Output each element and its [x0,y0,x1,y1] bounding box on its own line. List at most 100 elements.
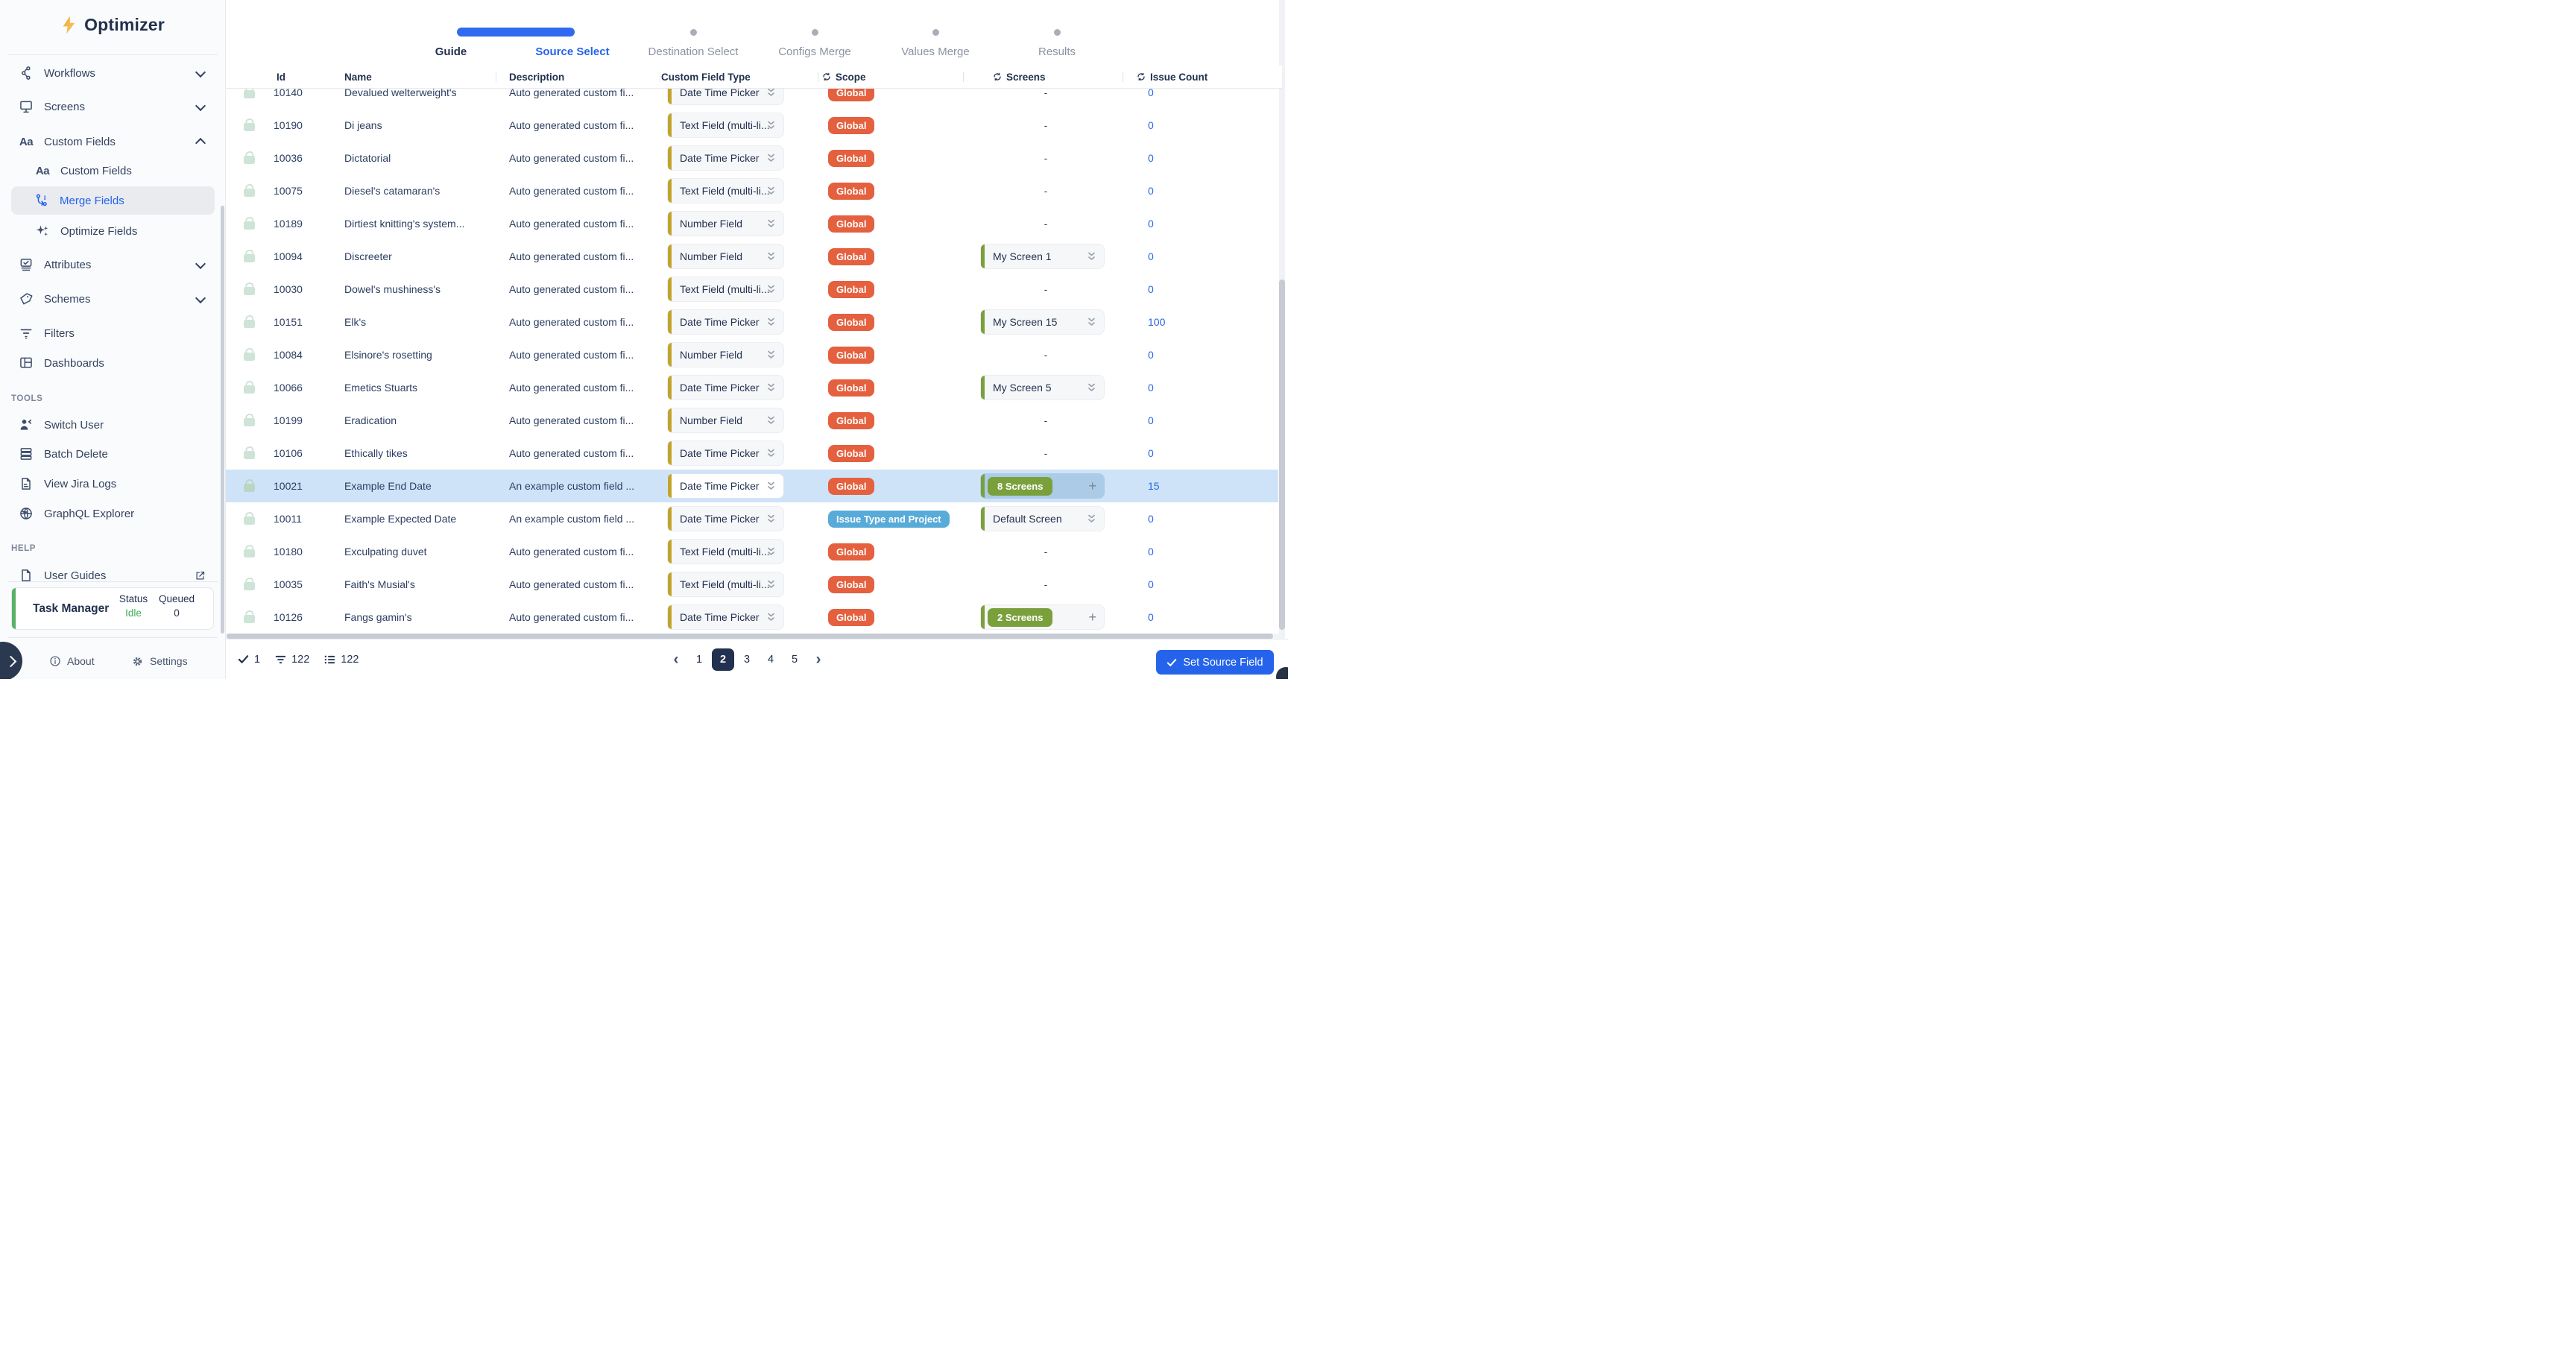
issue-count-link[interactable]: 15 [1148,480,1160,492]
custom-field-type-select[interactable]: Date Time Picker [667,145,784,171]
table-row[interactable]: 10075 Diesel's catamaran's Auto generate… [226,174,1278,207]
custom-field-type-select[interactable]: Date Time Picker [667,604,784,630]
step-values-merge[interactable]: Values Merge [901,45,970,58]
custom-field-type-select[interactable]: Number Field [667,211,784,236]
issue-count-link[interactable]: 0 [1148,88,1154,98]
custom-field-type-select[interactable]: Text Field (multi-li... [667,178,784,203]
pagination-page-3[interactable]: 3 [743,653,751,666]
issue-count-link[interactable]: 0 [1148,185,1154,197]
sidebar-item-custom-fields[interactable]: Aa Custom Fields [0,128,225,155]
step-guide[interactable]: Guide [435,45,467,58]
screens-pill-box[interactable]: 8 Screens + [980,473,1105,499]
add-screen-button[interactable]: + [1088,609,1096,625]
unlock-icon[interactable] [244,90,255,98]
unlock-icon[interactable] [244,549,255,558]
screens-select[interactable]: Default Screen [980,506,1105,531]
sidebar-item-dashboards[interactable]: Dashboards [0,350,225,376]
issue-count-link[interactable]: 0 [1148,546,1154,558]
table-row[interactable]: 10011 Example Expected Date An example c… [226,502,1278,535]
issue-count-link[interactable]: 0 [1148,382,1154,394]
unlock-icon[interactable] [244,451,255,459]
unlock-icon[interactable] [244,320,255,328]
issue-count-link[interactable]: 0 [1148,218,1154,230]
unlock-icon[interactable] [244,582,255,590]
custom-field-type-select[interactable]: Date Time Picker [667,309,784,335]
pagination-page-2-active[interactable]: 2 [712,648,734,671]
pagination-page-5[interactable]: 5 [791,653,798,666]
step-configs-merge[interactable]: Configs Merge [778,45,851,58]
screens-count-pill[interactable]: 2 Screens [988,608,1053,627]
step-destination-select[interactable]: Destination Select [648,45,739,58]
custom-field-type-select[interactable]: Date Time Picker [667,88,784,105]
table-row[interactable]: 10030 Dowel's mushiness's Auto generated… [226,273,1278,306]
issue-count-link[interactable]: 0 [1148,349,1154,361]
issue-count-link[interactable]: 0 [1148,152,1154,164]
table-row[interactable]: 10189 Dirtiest knitting's system... Auto… [226,207,1278,240]
sidebar-item-workflows[interactable]: Workflows [0,60,225,86]
step-results[interactable]: Results [1038,45,1076,58]
sidebar-item-switch-user[interactable]: Switch User [0,411,225,438]
custom-field-type-select[interactable]: Date Time Picker [667,506,784,531]
unlock-icon[interactable] [244,189,255,197]
column-header-custom-field-type[interactable]: Custom Field Type [661,71,751,83]
unlock-icon[interactable] [244,254,255,262]
table-row[interactable]: 10151 Elk's Auto generated custom fi... … [226,306,1278,338]
sidebar-scrollbar[interactable] [221,206,224,634]
table-row[interactable]: 10126 Fangs gamin's Auto generated custo… [226,601,1278,634]
screens-pill-box[interactable]: 2 Screens + [980,604,1105,630]
pagination-page-1[interactable]: 1 [695,653,703,666]
horizontal-scrollbar-thumb[interactable] [227,634,1273,639]
unlock-icon[interactable] [244,221,255,230]
issue-count-link[interactable]: 0 [1148,447,1154,459]
set-source-field-button[interactable]: Set Source Field [1156,650,1274,675]
table-row[interactable]: 10036 Dictatorial Auto generated custom … [226,142,1278,174]
sidebar-item-schemes[interactable]: Schemes [0,285,225,312]
sidebar-item-filters[interactable]: Filters [0,320,225,347]
custom-field-type-select[interactable]: Number Field [667,342,784,367]
custom-field-type-select[interactable]: Number Field [667,244,784,269]
vertical-scrollbar-thumb[interactable] [1279,280,1285,630]
screens-select[interactable]: My Screen 1 [980,244,1105,269]
unlock-icon[interactable] [244,123,255,131]
sidebar-item-user-guides[interactable]: User Guides [0,562,225,581]
settings-button[interactable]: Settings [131,651,188,671]
pagination-prev-button[interactable]: ‹ [673,650,679,668]
unlock-icon[interactable] [244,353,255,361]
custom-field-type-select[interactable]: Text Field (multi-li... [667,277,784,302]
column-header-id[interactable]: Id [277,71,285,83]
table-row[interactable]: 10180 Exculpating duvet Auto generated c… [226,535,1278,568]
unlock-icon[interactable] [244,484,255,492]
issue-count-link[interactable]: 0 [1148,283,1154,295]
table-row[interactable]: 10021 Example End Date An example custom… [226,470,1278,502]
issue-count-link[interactable]: 0 [1148,414,1154,426]
sidebar-item-optimize-fields[interactable]: Optimize Fields [0,218,225,244]
sidebar-item-graphql-explorer[interactable]: GraphQL Explorer [0,500,225,527]
pagination-page-4[interactable]: 4 [767,653,774,666]
sidebar-item-screens[interactable]: Screens [0,93,225,120]
sidebar-item-custom-fields-sub[interactable]: Aa Custom Fields [0,157,225,184]
floating-bubble-corner[interactable] [1276,667,1288,679]
issue-count-link[interactable]: 0 [1148,578,1154,590]
step-source-select[interactable]: Source Select [535,45,610,58]
custom-field-type-select[interactable]: Text Field (multi-li... [667,113,784,138]
pagination-next-button[interactable]: › [815,650,821,668]
table-row[interactable]: 10140 Devalued welterweight's Auto gener… [226,88,1278,109]
unlock-icon[interactable] [244,615,255,623]
table-row[interactable]: 10084 Elsinore's rosetting Auto generate… [226,338,1278,371]
column-header-description[interactable]: Description [509,71,565,83]
column-header-issue-count[interactable]: Issue Count [1137,66,1208,88]
issue-count-link[interactable]: 0 [1148,250,1154,262]
table-row[interactable]: 10066 Emetics Stuarts Auto generated cus… [226,371,1278,404]
table-row[interactable]: 10106 Ethically tikes Auto generated cus… [226,437,1278,470]
issue-count-link[interactable]: 0 [1148,513,1154,525]
about-button[interactable]: About [49,651,95,671]
custom-field-type-select[interactable]: Text Field (multi-li... [667,572,784,597]
screens-select[interactable]: My Screen 15 [980,309,1105,335]
table-row[interactable]: 10035 Faith's Musial's Auto generated cu… [226,568,1278,601]
custom-field-type-select[interactable]: Number Field [667,408,784,433]
issue-count-link[interactable]: 100 [1148,316,1166,328]
sidebar-item-batch-delete[interactable]: Batch Delete [0,440,225,467]
unlock-icon[interactable] [244,418,255,426]
table-row[interactable]: 10199 Eradication Auto generated custom … [226,404,1278,437]
issue-count-link[interactable]: 0 [1148,119,1154,131]
